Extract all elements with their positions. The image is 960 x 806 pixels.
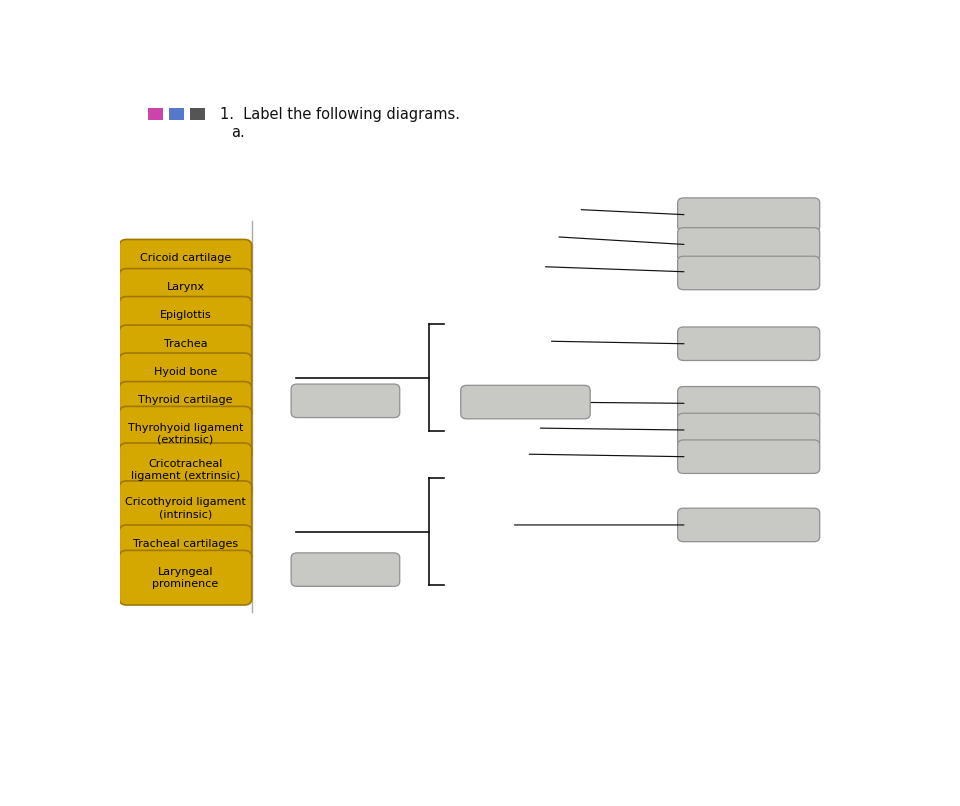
FancyBboxPatch shape: [291, 384, 399, 418]
FancyBboxPatch shape: [678, 198, 820, 231]
FancyBboxPatch shape: [678, 440, 820, 473]
FancyBboxPatch shape: [461, 385, 590, 419]
Text: 1.  Label the following diagrams.: 1. Label the following diagrams.: [221, 106, 461, 122]
FancyBboxPatch shape: [119, 481, 252, 535]
Text: Hyoid bone: Hyoid bone: [154, 367, 217, 376]
FancyBboxPatch shape: [119, 297, 252, 334]
Text: Cricothyroid ligament
(intrinsic): Cricothyroid ligament (intrinsic): [125, 497, 246, 519]
Text: Thyrohyoid ligament
(extrinsic): Thyrohyoid ligament (extrinsic): [128, 422, 243, 445]
Text: Thyroid cartilage: Thyroid cartilage: [138, 395, 232, 405]
Text: Laryngeal
prominence: Laryngeal prominence: [153, 567, 219, 588]
Text: Epiglottis: Epiglottis: [159, 310, 211, 320]
Text: Larynx: Larynx: [166, 282, 204, 293]
Text: Cricoid cartilage: Cricoid cartilage: [140, 253, 231, 263]
Text: Cricotracheal
ligament (extrinsic): Cricotracheal ligament (extrinsic): [131, 459, 240, 481]
FancyBboxPatch shape: [119, 353, 252, 390]
FancyBboxPatch shape: [678, 327, 820, 360]
FancyBboxPatch shape: [119, 268, 252, 305]
FancyBboxPatch shape: [119, 443, 252, 497]
Text: Tracheal cartilages: Tracheal cartilages: [132, 538, 238, 549]
FancyBboxPatch shape: [148, 108, 163, 120]
FancyBboxPatch shape: [678, 227, 820, 261]
FancyBboxPatch shape: [678, 509, 820, 542]
FancyBboxPatch shape: [678, 413, 820, 447]
FancyBboxPatch shape: [190, 108, 204, 120]
FancyBboxPatch shape: [119, 325, 252, 363]
FancyBboxPatch shape: [119, 381, 252, 419]
FancyBboxPatch shape: [678, 256, 820, 289]
FancyBboxPatch shape: [291, 553, 399, 587]
FancyBboxPatch shape: [678, 387, 820, 420]
FancyBboxPatch shape: [119, 406, 252, 461]
FancyBboxPatch shape: [119, 239, 252, 276]
FancyBboxPatch shape: [169, 108, 184, 120]
Text: Trachea: Trachea: [163, 339, 207, 349]
Text: a.: a.: [231, 125, 246, 140]
FancyBboxPatch shape: [119, 550, 252, 605]
FancyBboxPatch shape: [119, 525, 252, 563]
